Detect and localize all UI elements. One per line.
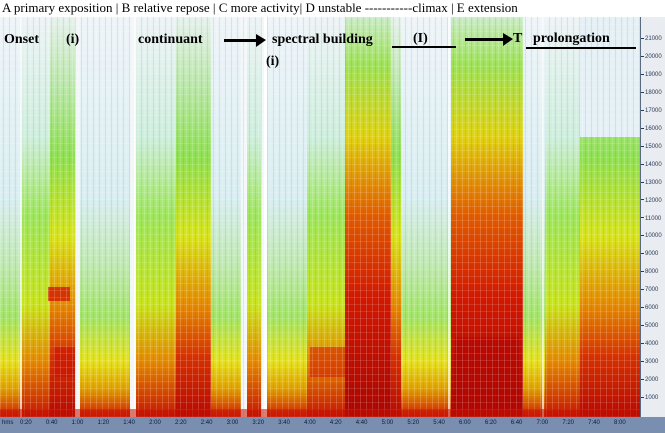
frequency-tick: 21000: [641, 36, 662, 42]
label-prolongation: prolongation: [533, 31, 610, 46]
frequency-tick: 7000: [641, 287, 658, 293]
time-tick: 2:00: [149, 420, 161, 426]
frequency-tick: 5000: [641, 323, 658, 329]
time-tick: 6:40: [510, 420, 523, 426]
label-onset: Onset: [4, 32, 39, 47]
time-axis: hms 0:20 0:40 1:00 1:20 1:40 2:00 2:20 2:40 3:00…: [0, 417, 665, 433]
arrow-right-icon: [224, 34, 266, 47]
time-tick: 5:20: [407, 420, 420, 426]
frequency-tick: 17000: [641, 108, 662, 114]
frequency-tick: 10000: [641, 233, 662, 239]
time-tick: 0:40: [45, 420, 58, 426]
frequency-tick: 8000: [641, 269, 658, 275]
frequency-tick: 12000: [641, 198, 662, 204]
section-bar: [392, 46, 456, 48]
time-tick: 1:40: [123, 420, 135, 426]
time-tick: 1:00: [71, 420, 84, 426]
spectrogram: [0, 17, 640, 417]
time-tick: 8:00: [614, 420, 626, 426]
time-tick: 6:20: [484, 420, 497, 426]
time-tick: 1:20: [97, 420, 110, 426]
time-tick: 7:20: [562, 420, 575, 426]
frequency-axis: 21000 20000 19000 18000 17000 16000 15000 14000…: [640, 17, 665, 417]
frequency-tick: 14000: [641, 162, 662, 168]
frequency-tick: 6000: [641, 305, 658, 311]
time-tick: 7:40: [588, 420, 600, 426]
time-axis-unit: hms: [2, 420, 14, 426]
label-onset-i: (i): [66, 32, 80, 47]
arrow-right-icon: [465, 33, 513, 46]
label-t: T: [513, 31, 523, 46]
frequency-tick: 19000: [641, 72, 662, 78]
time-tick: 6:00: [459, 420, 471, 426]
label-spectral-building: spectral building: [272, 32, 373, 47]
frequency-tick: 9000: [641, 251, 658, 257]
time-tick: 3:20: [252, 420, 265, 426]
time-tick: 3:40: [278, 420, 290, 426]
time-tick: 2:40: [200, 420, 213, 426]
time-tick: 4:40: [355, 420, 368, 426]
label-spectral-i: (i): [266, 54, 280, 69]
frequency-tick: 15000: [641, 144, 662, 150]
frequency-tick: 4000: [641, 341, 658, 347]
frequency-tick: 1000: [641, 395, 658, 401]
frequency-tick: 2000: [641, 377, 658, 383]
time-tick: 5:00: [381, 420, 394, 426]
frequency-tick: 20000: [641, 54, 662, 60]
time-tick: 4:20: [329, 420, 342, 426]
time-tick: 0:20: [20, 420, 32, 426]
prolongation-bar: [526, 47, 636, 49]
time-tick: 4:00: [304, 420, 316, 426]
time-tick: 5:40: [433, 420, 445, 426]
figure-caption: A primary exposition | B relative repose…: [2, 0, 518, 15]
frequency-tick: 18000: [641, 90, 662, 96]
time-tick: 2:20: [174, 420, 187, 426]
frequency-tick: 13000: [641, 180, 662, 186]
label-continuant: continuant: [138, 32, 203, 47]
frequency-tick: 3000: [641, 359, 658, 365]
spectrogram-image: [0, 17, 640, 417]
time-tick: 7:00: [536, 420, 549, 426]
frequency-tick: 11000: [641, 216, 661, 222]
label-section-I: (I): [413, 31, 428, 46]
frequency-tick: 16000: [641, 126, 662, 132]
time-tick: 3:00: [226, 420, 239, 426]
